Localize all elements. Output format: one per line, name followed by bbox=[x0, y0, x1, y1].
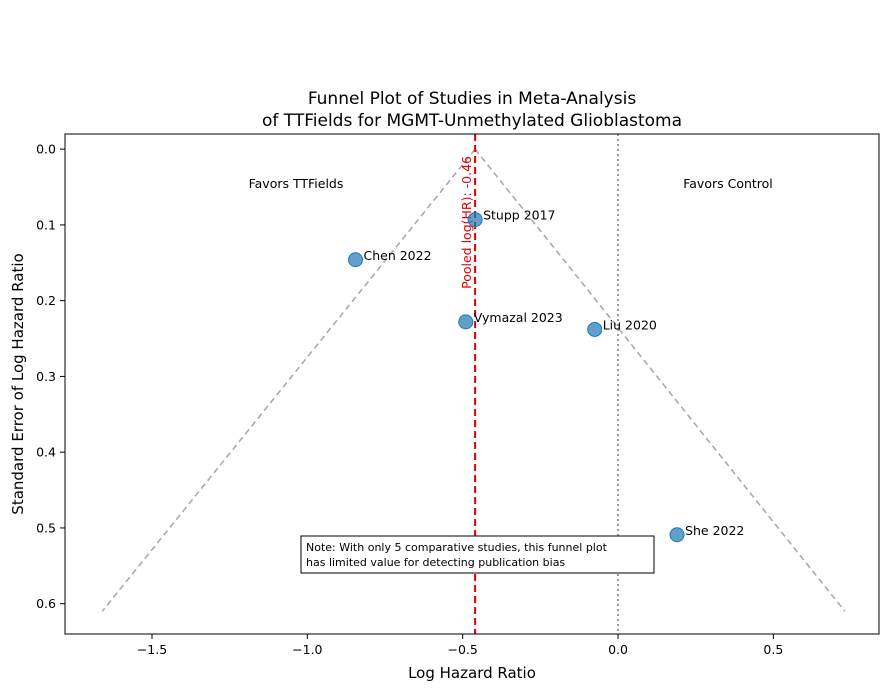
study-point-label: Liu 2020 bbox=[603, 317, 657, 332]
y-tick-label: 0.5 bbox=[36, 520, 56, 535]
y-tick-label: 0.3 bbox=[36, 369, 56, 384]
x-tick-label: 0.0 bbox=[608, 642, 628, 657]
study-point[interactable] bbox=[587, 321, 603, 337]
note-text-line: Note: With only 5 comparative studies, t… bbox=[306, 541, 608, 554]
note-text-line: has limited value for detecting publicat… bbox=[306, 556, 565, 569]
study-point[interactable] bbox=[669, 527, 685, 543]
y-tick-label: 0.6 bbox=[36, 596, 56, 611]
x-tick-label: −0.5 bbox=[447, 642, 477, 657]
favors-control-annotation: Favors Control bbox=[683, 176, 773, 191]
study-point-label: Stupp 2017 bbox=[483, 208, 555, 223]
study-point-label: Vymazal 2023 bbox=[474, 310, 563, 325]
chart-title-line-2: of TTFields for MGMT-Unmethylated Gliobl… bbox=[262, 111, 682, 131]
x-tick-label: −1.5 bbox=[137, 642, 167, 657]
x-axis-label: Log Hazard Ratio bbox=[408, 664, 536, 682]
favors-ttfields-annotation: Favors TTFields bbox=[249, 176, 344, 191]
plot-frame bbox=[64, 133, 880, 635]
study-point[interactable] bbox=[347, 252, 363, 268]
study-point[interactable] bbox=[467, 212, 483, 228]
funnel-right-line bbox=[474, 148, 846, 612]
y-tick-label: 0.0 bbox=[36, 142, 56, 157]
y-tick-label: 0.4 bbox=[36, 445, 56, 460]
study-point[interactable] bbox=[458, 314, 474, 330]
note-box: Note: With only 5 comparative studies, t… bbox=[300, 535, 655, 574]
study-point-label: She 2022 bbox=[685, 523, 744, 538]
pooled-estimate-label: Pooled log(HR): -0.46 bbox=[459, 156, 474, 289]
y-tick-label: 0.2 bbox=[36, 293, 56, 308]
study-point-label: Chen 2022 bbox=[363, 248, 431, 263]
x-tick-label: 0.5 bbox=[763, 642, 783, 657]
chart-title-line-1: Funnel Plot of Studies in Meta-Analysis bbox=[308, 89, 637, 109]
y-axis-label: Standard Error of Log Hazard Ratio bbox=[9, 253, 27, 514]
y-tick-label: 0.1 bbox=[36, 217, 56, 232]
funnel-left-line bbox=[101, 148, 476, 612]
x-tick-label: −1.0 bbox=[292, 642, 322, 657]
